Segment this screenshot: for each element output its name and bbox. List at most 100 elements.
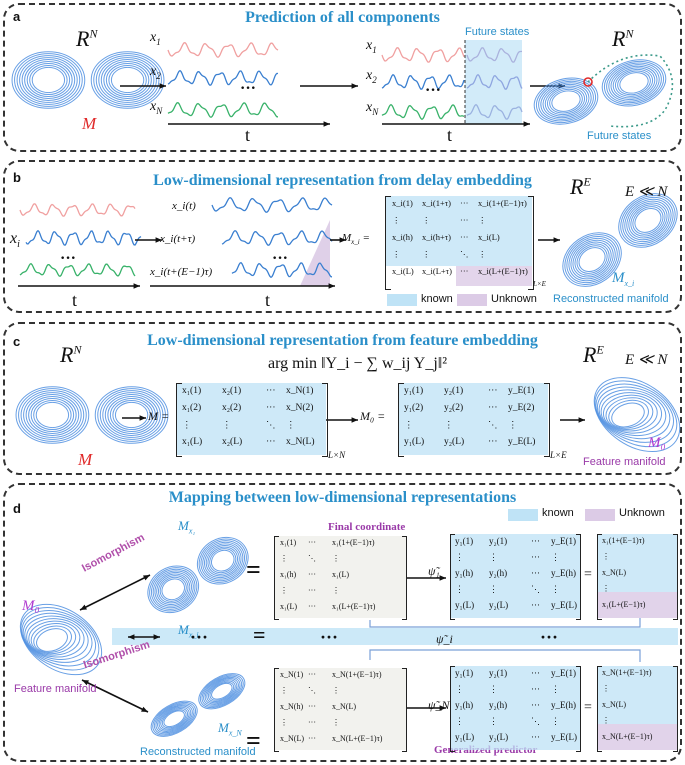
isomorphism-arrow-tail (80, 604, 87, 610)
matrix-name: M = (148, 409, 170, 423)
band-arrow-head (153, 634, 160, 640)
equals-sign: = (246, 555, 261, 584)
matrix-name: M₀ = (360, 409, 386, 423)
feature-matrix-input (176, 383, 326, 455)
lorenz-attractor (112, 399, 151, 431)
matrix-cell: ··· (460, 215, 469, 225)
series-label: xN (150, 99, 163, 116)
lorenz-attractor (90, 51, 165, 109)
matrix-bracket-left (597, 666, 602, 752)
matrix-cell: ⋮ (551, 716, 560, 726)
predicted-series-3 (466, 103, 523, 120)
matrix-cell: y₁(1) (404, 386, 424, 396)
matrix-cell: y₁(h) (455, 700, 474, 710)
manifold-caption: Feature manifold (14, 683, 97, 695)
delay-series-1 (211, 196, 333, 213)
matrix-cell: ··· (308, 702, 316, 711)
matrix-cell: x₁(L+(E−1)τ) (602, 600, 646, 609)
matrix-cell: ⋮ (489, 584, 498, 594)
delay-row-label: x_i(t+(E−1)τ) (150, 266, 213, 278)
legend-unknown-label: Unknown (619, 507, 665, 519)
matrix-cell: y_E(h) (551, 568, 576, 578)
top-result-known (597, 534, 677, 592)
legend-known-swatch (387, 294, 417, 306)
reconstructed-attractor (200, 540, 246, 582)
lorenz-attractor (21, 59, 76, 101)
feature-manifold-curve (24, 615, 89, 660)
space-label: RN (612, 26, 634, 51)
matrix-cell: y_E(1) (551, 668, 576, 678)
legend-unknown-swatch (457, 294, 487, 306)
feature-manifold-curve (26, 618, 85, 658)
matrix-cell: y₂(1) (444, 386, 464, 396)
reconstructed-attractor (205, 544, 240, 577)
feature-manifold-curve (20, 607, 100, 671)
matrix-cell: ⋱ (308, 554, 316, 563)
reconstructed-attractor (572, 241, 612, 278)
reconstructed-attractor (566, 235, 618, 284)
bottom-result-known (597, 666, 677, 724)
matrix-bracket-left (385, 196, 391, 290)
reconstructed-attractor (203, 676, 241, 706)
reconstructed-attractor (622, 196, 674, 245)
bottom-result-unknown (597, 724, 677, 750)
matrix-bracket-left (398, 383, 404, 457)
matrix-cell: ⋮ (280, 586, 288, 595)
final-coordinate-label: Final coordinate (328, 521, 406, 533)
predictor-label: ψ̃₁ (428, 564, 440, 578)
flow-arrow-head (553, 237, 560, 243)
feature-manifold-curve (593, 377, 681, 453)
matrix-cell: ··· (531, 552, 540, 562)
ellipsis: ··· (60, 250, 77, 267)
matrix-cell: ⋮ (286, 421, 296, 431)
lorenz-attractor (614, 68, 654, 97)
matrix-cell: ··· (531, 600, 540, 610)
matrix-cell: ··· (308, 570, 316, 579)
reconstructed-attractor (158, 706, 190, 731)
reconstructed-attractor (204, 678, 239, 705)
lorenz-attractor (19, 57, 78, 103)
flow-arrow-head (351, 417, 358, 423)
future-states-label: Future states (587, 130, 652, 142)
matrix-cell: y₂(L) (489, 600, 509, 610)
series-label: xi (10, 230, 20, 251)
time-label: t (245, 125, 251, 145)
space-label: RN (76, 26, 98, 51)
feature-manifold-curve (611, 402, 645, 428)
ellipsis: ··· (190, 627, 209, 647)
matrix-cell: ⋮ (489, 684, 498, 694)
reconstructed-attractor (568, 237, 616, 282)
panel-label: d (13, 501, 21, 516)
time-axis-head (133, 283, 140, 289)
lorenz-attractor (108, 64, 147, 96)
matrix-cell: x_N(1+(E−1)τ) (332, 670, 382, 679)
flow-arrow-head (159, 83, 166, 89)
lorenz-attractor (549, 88, 583, 114)
delay-series-3 (231, 261, 333, 279)
matrix-cell: x₁(L) (182, 437, 203, 447)
lorenz-attractor (26, 62, 71, 98)
matrix-cell: y_E(L) (508, 437, 536, 447)
panel-label: b (13, 170, 21, 185)
matrix-cell: ⋮ (508, 421, 518, 431)
reconstructed-attractor (160, 707, 189, 730)
legend-known-label: known (542, 507, 574, 519)
reconstructed-attractor (570, 239, 614, 280)
manifold-label: M (82, 114, 97, 133)
matrix-cell: y_E(1) (508, 386, 535, 396)
matrix-cell: x_N(L) (602, 568, 626, 577)
matrix-cell: ··· (308, 538, 316, 547)
ellipsis: ··· (540, 627, 559, 647)
matrix-cell: x_i(L) (392, 266, 414, 276)
reconstructed-attractor (632, 206, 664, 235)
ellipsis: ··· (240, 80, 257, 97)
lorenz-attractor (97, 388, 166, 442)
matrix-cell: ··· (531, 732, 540, 742)
series-label: xN (366, 100, 379, 117)
matrix-bracket-right (576, 534, 581, 620)
legend-known-swatch (508, 509, 538, 521)
matrix-cell: ⋮ (422, 215, 431, 225)
matrix-cell: x₁(1+(E−1)τ) (332, 538, 375, 547)
lorenz-attractor (33, 399, 72, 431)
